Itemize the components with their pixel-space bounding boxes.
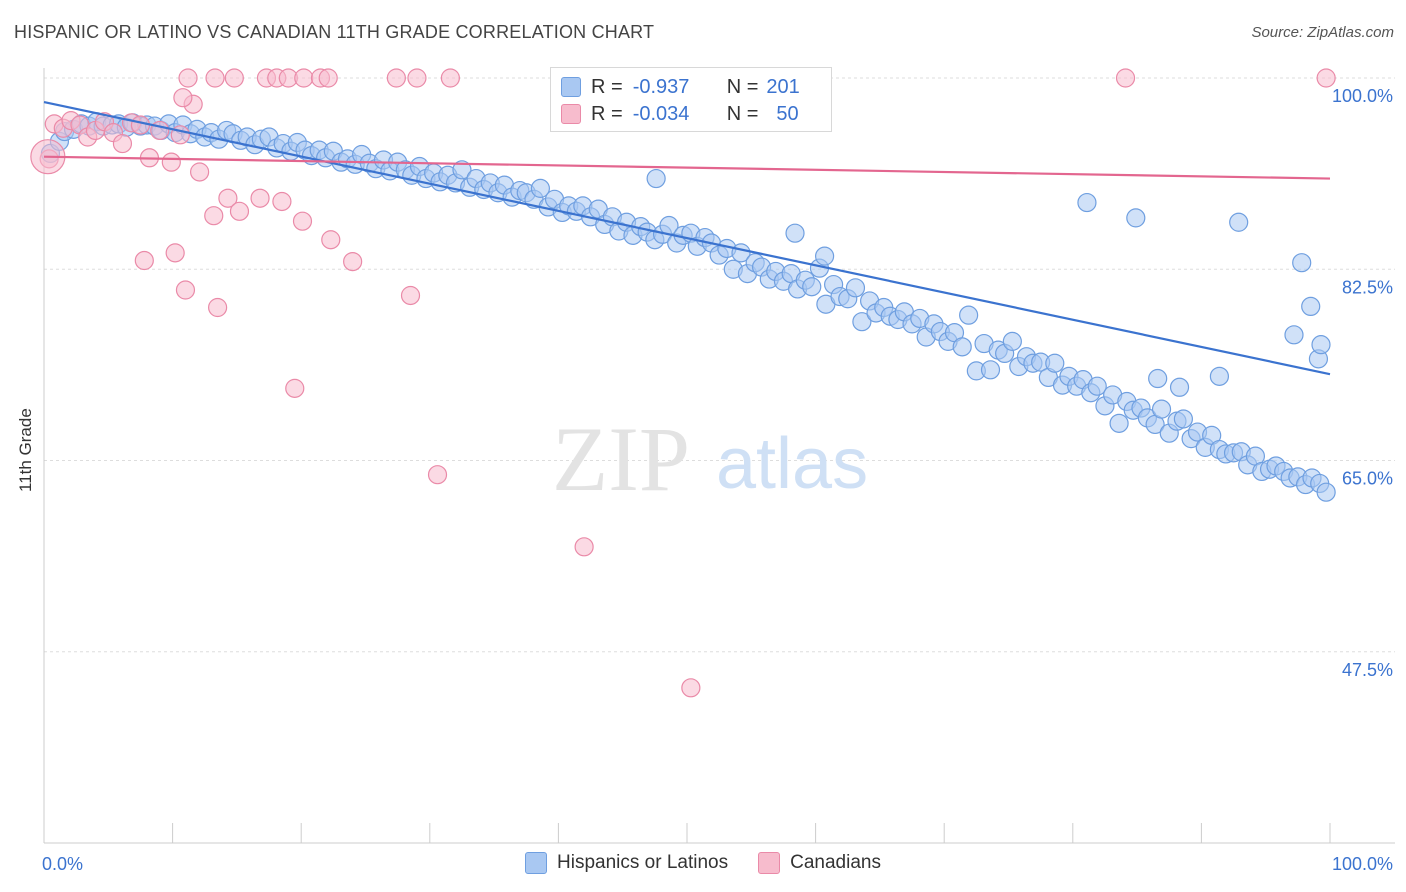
canadians-point [285, 378, 305, 398]
hispanics-point [959, 305, 979, 325]
watermark-atlas: atlas [716, 424, 868, 504]
canadians-point [208, 297, 228, 318]
hispanics-point [1301, 296, 1321, 317]
hispanics-point [1169, 377, 1190, 397]
legend-swatch-canadians [561, 104, 581, 124]
hispanics-point [852, 312, 872, 332]
canadians-point [204, 206, 224, 226]
canadians-point [224, 68, 244, 88]
hispanics-point [802, 277, 822, 297]
legend-r-label: R = [591, 75, 623, 98]
hispanics-point [1229, 212, 1249, 232]
canadians-point [1115, 68, 1136, 88]
hispanics-point [1284, 325, 1304, 345]
legend-n-value-hispanics: 201 [766, 75, 800, 98]
legend-swatch-hispanics [561, 77, 581, 97]
hispanics-point [815, 246, 835, 266]
legend-r-value-canadians: -0.034 [632, 102, 690, 125]
correlation-legend: R = -0.937 N = 201 R = -0.034 N = 50 [550, 67, 832, 132]
trend-line-canadians [43, 155, 1331, 180]
y-tick-label: 82.5% [1342, 277, 1393, 297]
canadians-point [250, 188, 270, 208]
canadians-point [218, 188, 238, 208]
legend-n-label: N = [726, 75, 759, 98]
y-tick-label: 65.0% [1342, 469, 1393, 489]
canadians-point [294, 68, 314, 88]
canadians-point [407, 68, 427, 88]
hispanics-point [1173, 409, 1193, 429]
canadians-point [175, 280, 196, 300]
hispanics-point [1209, 366, 1230, 386]
hispanics-point [1002, 331, 1022, 351]
hispanics-point [646, 168, 666, 189]
hispanics-point [952, 337, 972, 357]
canadians-point [574, 537, 594, 557]
canadians-point [1316, 68, 1336, 88]
legend-n-label: N = [726, 102, 759, 125]
hispanics-point [1077, 192, 1097, 213]
y-tick-label: 100.0% [1332, 86, 1393, 106]
hispanics-point [1148, 368, 1168, 389]
canadians-point [386, 68, 406, 88]
hispanics-point [1316, 482, 1336, 502]
hispanics-point [1292, 253, 1312, 273]
canadians-point [205, 68, 225, 88]
legend-row-hispanics: R = -0.937 N = 201 [561, 74, 800, 100]
legend-row-canadians: R = -0.034 N = 50 [561, 101, 799, 127]
legend-r-value-hispanics: -0.937 [632, 75, 690, 98]
tick-labels: 100.0% 82.5% 65.0% 47.5% 0.0% 100.0% [42, 86, 1393, 874]
legend-label-canadians: Canadians [790, 852, 881, 873]
hispanics-point [452, 160, 472, 180]
canadians-point [400, 285, 421, 306]
canadians-point [343, 252, 363, 272]
legend-label-hispanics: Hispanics or Latinos [557, 852, 729, 873]
legend-r-label: R = [591, 102, 623, 125]
hispanics-point [980, 360, 1001, 380]
canadians-point [130, 115, 151, 135]
legend-swatch-canadians [758, 852, 781, 874]
watermark-zip: ZIP [552, 408, 690, 510]
canadians-point [440, 68, 460, 88]
axes [43, 68, 1395, 844]
trend-lines [43, 100, 1331, 376]
legend-item-canadians[interactable]: Canadians [758, 852, 881, 874]
source-credit: Source: ZipAtlas.com [1251, 24, 1394, 41]
hispanics-point [1109, 413, 1129, 433]
x-tick-label-min: 0.0% [42, 854, 83, 874]
canadians-point [173, 88, 193, 108]
watermark: ZIP atlas [552, 408, 868, 510]
hispanics-point [1087, 376, 1107, 396]
legend-item-hispanics[interactable]: Hispanics or Latinos [525, 852, 728, 874]
canadians-point [318, 68, 338, 88]
hispanics-point [785, 223, 805, 243]
canadians-point [427, 465, 448, 485]
hispanics-point [845, 278, 866, 298]
canadians-point [161, 152, 181, 172]
canadians-point [272, 191, 292, 212]
canadians-point [321, 230, 341, 250]
x-tick-label-max: 100.0% [1332, 854, 1393, 874]
hispanics-point [1045, 353, 1065, 373]
hispanics-point [1311, 335, 1331, 355]
legend-swatch-hispanics [525, 852, 548, 874]
canadians-point [190, 162, 210, 182]
series-canadians-points [30, 68, 1336, 698]
hispanics-point [1151, 399, 1172, 419]
chart-title: HISPANIC OR LATINO VS CANADIAN 11TH GRAD… [14, 22, 655, 42]
hispanics-point [1126, 208, 1146, 228]
canadians-point [134, 250, 154, 271]
canadians-point [292, 211, 313, 231]
canadians-point [112, 133, 133, 154]
series-legend: Hispanics or Latinos Canadians [0, 852, 1406, 874]
legend-n-value-canadians: 50 [776, 102, 799, 125]
hispanics-point [530, 178, 550, 198]
canadians-point [229, 201, 250, 221]
trend-line-hispanics [43, 100, 1331, 376]
canadians-point [178, 68, 198, 88]
canadians-point [681, 678, 701, 698]
y-tick-label: 47.5% [1342, 660, 1393, 680]
canadians-point [165, 243, 185, 263]
grid-lines [44, 77, 1395, 653]
